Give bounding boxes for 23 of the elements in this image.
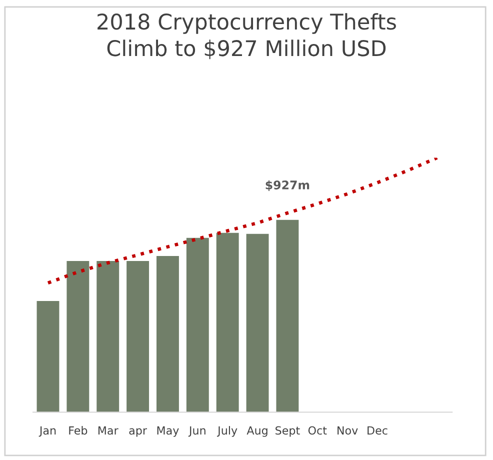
bar — [216, 232, 239, 412]
x-tick-label: Mar — [98, 426, 118, 435]
x-tick-label: Jan — [38, 426, 56, 437]
x-tick-label: Oct — [308, 426, 327, 435]
chart-title: 2018 Cryptocurrency Thefts Climb to $927 Million USD — [98, 13, 396, 60]
bar — [186, 238, 209, 412]
x-tick-label: July — [217, 426, 238, 437]
x-tick-label: apr — [129, 428, 148, 437]
x-tick-label: May — [157, 426, 179, 437]
x-tick-label: Aug — [246, 426, 268, 437]
x-tick-label: Dec — [368, 426, 388, 435]
x-tick-label: Sept — [276, 426, 300, 437]
annotation: $927m — [266, 180, 310, 192]
bar — [156, 256, 179, 412]
bar — [36, 300, 60, 412]
bar — [126, 261, 150, 412]
bar — [66, 261, 90, 412]
bar — [96, 261, 120, 412]
x-tick-label: Jun — [188, 426, 206, 437]
bar — [276, 220, 299, 412]
bar — [246, 234, 269, 412]
x-tick-label: Feb — [69, 426, 88, 435]
x-tick-label: Nov — [338, 426, 358, 435]
